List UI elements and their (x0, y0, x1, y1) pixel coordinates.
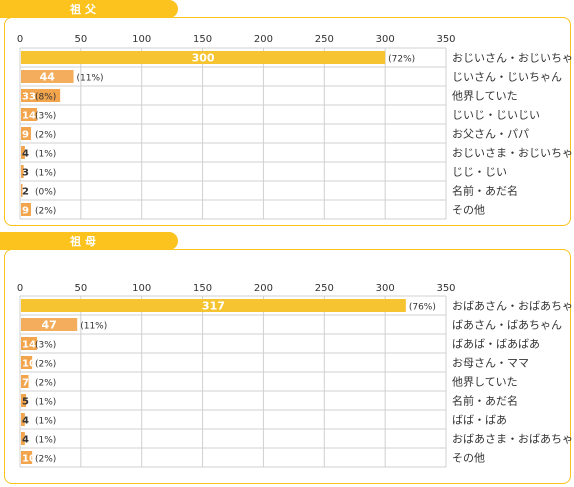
tick-label-grandmother: 150 (193, 283, 212, 294)
category-label-grandfather: じいさん・じいちゃん (452, 71, 562, 84)
category-label-grandmother: お母さん・ママ (452, 357, 529, 370)
value-label-grandmother: 14 (22, 340, 36, 351)
tick-label-grandfather: 300 (376, 34, 395, 45)
percent-label-grandmother: (2%) (35, 455, 56, 465)
section-tab-grandmother: 祖母 (0, 232, 178, 250)
category-label-grandfather: じじ・じい (452, 166, 507, 179)
bar-grandmother (21, 337, 38, 350)
bar-grandfather (21, 146, 25, 159)
percent-label-grandmother: (2%) (35, 360, 56, 370)
category-label-grandfather: 名前・あだ名 (452, 184, 518, 198)
percent-label-grandfather: (3%) (35, 112, 56, 122)
value-label-grandfather: 33 (22, 92, 36, 103)
category-label-grandfather: その他 (452, 204, 485, 217)
value-label-grandfather: 9 (22, 206, 29, 217)
bar-grandmother (21, 432, 25, 445)
percent-label-grandmother: (2%) (35, 379, 56, 389)
category-label-grandfather: じいじ・じいじい (452, 109, 540, 122)
bar-grandfather (21, 108, 38, 121)
category-label-grandmother: ばあさん・ばあちゃん (452, 319, 562, 332)
tick-label-grandfather: 200 (254, 34, 273, 45)
value-label-grandmother: 10 (22, 454, 36, 465)
percent-label-grandmother: (1%) (35, 417, 56, 427)
bar-grandmother (21, 413, 25, 426)
tick-label-grandfather: 100 (132, 34, 151, 45)
bar-grandfather (21, 165, 24, 178)
tick-label-grandfather: 150 (193, 34, 212, 45)
value-label-grandfather: 300 (192, 52, 215, 65)
bar-grandmother (21, 451, 33, 464)
value-label-grandfather: 3 (22, 168, 29, 179)
percent-label-grandfather: (2%) (35, 207, 56, 217)
value-label-grandmother: 4 (22, 435, 29, 446)
value-label-grandfather: 14 (22, 111, 36, 122)
tick-label-grandfather: 50 (74, 34, 87, 45)
bar-grandfather (21, 89, 61, 102)
bar-grandmother (21, 356, 33, 369)
tick-label-grandmother: 250 (315, 283, 334, 294)
value-label-grandmother: 7 (22, 378, 29, 389)
value-label-grandfather: 2 (22, 187, 29, 198)
category-label-grandmother: その他 (452, 452, 485, 465)
section-title-grandmother: 祖母 (70, 235, 100, 248)
bar-grandmother (21, 299, 406, 312)
percent-label-grandfather: (72%) (388, 55, 415, 65)
value-label-grandmother: 10 (22, 359, 36, 370)
bar-grandmother (21, 318, 78, 331)
category-label-grandmother: ばば・ばあ (452, 414, 507, 427)
bar-grandmother (21, 375, 29, 388)
value-label-grandfather: 9 (22, 130, 29, 141)
value-label-grandfather: 44 (40, 71, 56, 84)
category-label-grandfather: お父さん・パパ (452, 128, 529, 141)
category-label-grandmother: 名前・あだ名 (452, 394, 518, 408)
value-label-grandfather: 4 (22, 149, 29, 160)
bar-grandfather (21, 184, 23, 197)
category-label-grandfather: おじいさま・おじいちゃま (452, 147, 574, 160)
category-label-grandmother: おばあさま・おばあちゃま (452, 433, 574, 446)
section-tab-grandfather: 祖父 (0, 0, 178, 18)
tick-label-grandmother: 300 (376, 283, 395, 294)
tick-label-grandmother: 100 (132, 283, 151, 294)
percent-label-grandfather: (2%) (35, 131, 56, 141)
tick-label-grandmother: 50 (74, 283, 87, 294)
value-label-grandmother: 4 (22, 416, 29, 427)
percent-label-grandmother: (1%) (35, 436, 56, 446)
tick-label-grandfather: 250 (315, 34, 334, 45)
percent-label-grandfather: (11%) (77, 74, 104, 84)
percent-label-grandmother: (1%) (35, 398, 56, 408)
category-label-grandfather: 他界していた (452, 90, 518, 103)
tick-label-grandmother: 350 (436, 283, 455, 294)
bar-grandfather (21, 203, 31, 216)
percent-label-grandmother: (11%) (80, 322, 107, 332)
percent-label-grandfather: (0%) (35, 188, 56, 198)
percent-label-grandmother: (76%) (409, 303, 436, 313)
percent-label-grandfather: (1%) (35, 169, 56, 179)
percent-label-grandfather: (8%) (35, 93, 56, 103)
tick-label-grandmother: 0 (17, 283, 23, 294)
percent-label-grandfather: (1%) (35, 150, 56, 160)
percent-label-grandmother: (3%) (35, 341, 56, 351)
category-label-grandmother: おばあさん・おばあちゃん (452, 300, 574, 313)
category-label-grandmother: ばあば・ばあばあ (452, 338, 540, 351)
bar-grandmother (21, 394, 27, 407)
category-label-grandmother: 他界していた (452, 376, 518, 389)
category-label-grandfather: おじいさん・おじいちゃん (452, 52, 574, 65)
bar-grandfather (21, 70, 74, 83)
tick-label-grandfather: 0 (17, 34, 23, 45)
section-title-grandfather: 祖父 (70, 3, 100, 16)
bar-grandfather (21, 127, 31, 140)
bar-grandfather (21, 51, 386, 64)
value-label-grandmother: 47 (41, 319, 56, 332)
tick-label-grandfather: 350 (436, 34, 455, 45)
value-label-grandmother: 317 (202, 300, 225, 313)
panel-grandmother (4, 249, 571, 484)
tick-label-grandmother: 200 (254, 283, 273, 294)
value-label-grandmother: 5 (22, 397, 29, 408)
